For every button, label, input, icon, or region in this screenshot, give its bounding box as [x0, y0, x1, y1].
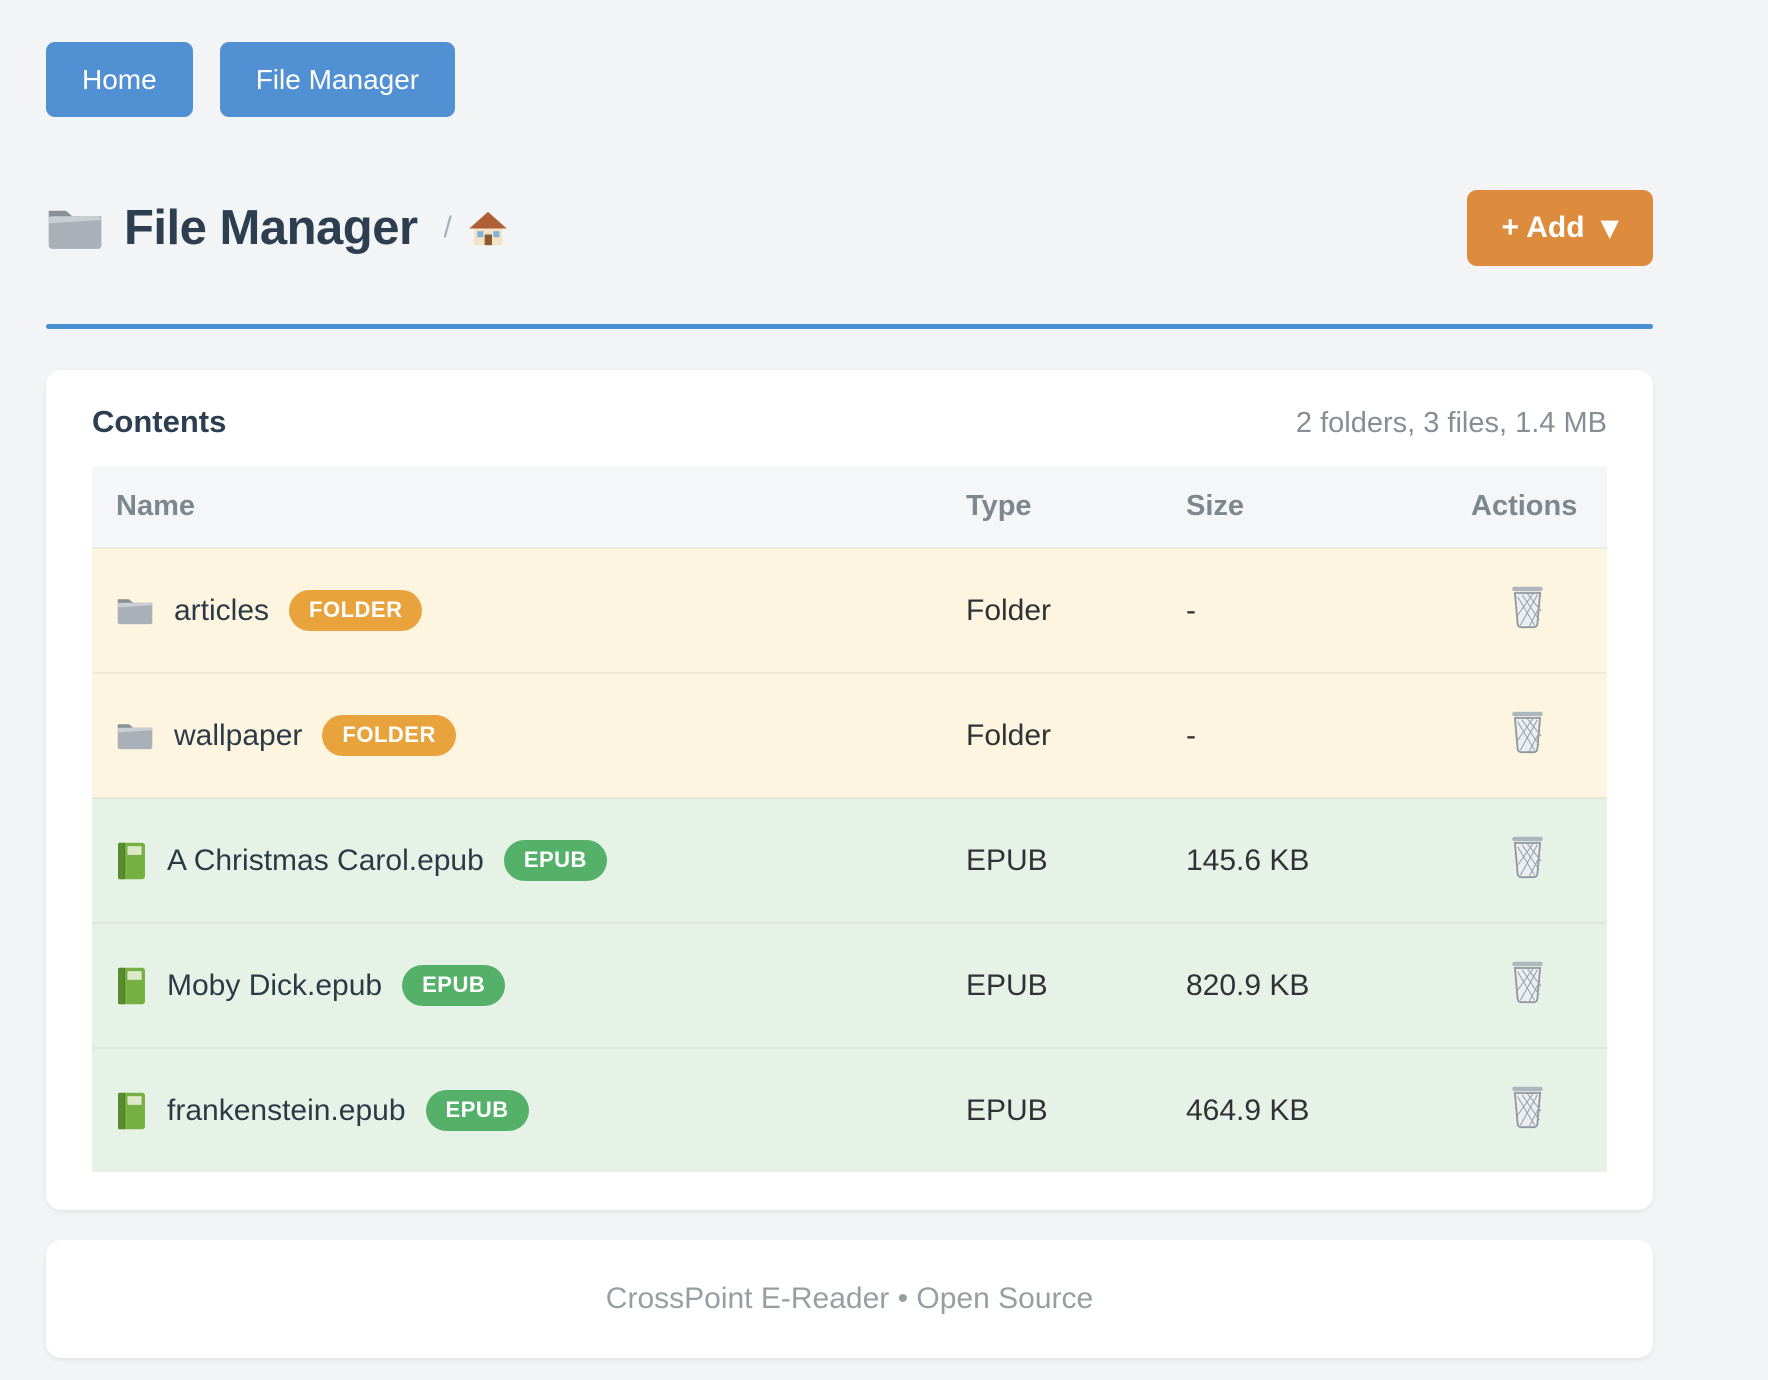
file-size: -: [1162, 672, 1447, 798]
file-name[interactable]: wallpaper: [174, 718, 303, 752]
file-name[interactable]: Moby Dick.epub: [167, 968, 383, 1002]
folder-icon: [116, 720, 154, 751]
contents-card: Contents 2 folders, 3 files, 1.4 MB Name…: [46, 370, 1653, 1210]
delete-button[interactable]: [1509, 1084, 1546, 1132]
add-button-label: + Add: [1501, 211, 1585, 244]
delete-button[interactable]: [1509, 834, 1546, 882]
delete-button[interactable]: [1509, 959, 1546, 1007]
file-name[interactable]: A Christmas Carol.epub: [167, 843, 484, 877]
file-table: Name Type Size Actions articles FOLDER Fol…: [92, 466, 1607, 1172]
table-row: Moby Dick.epub EPUB EPUB 820.9 KB: [92, 922, 1607, 1048]
contents-card-header: Contents 2 folders, 3 files, 1.4 MB: [92, 404, 1607, 440]
type-badge: FOLDER: [289, 590, 423, 631]
contents-summary: 2 folders, 3 files, 1.4 MB: [1295, 407, 1607, 439]
file-type: Folder: [942, 547, 1162, 673]
file-type: EPUB: [942, 1047, 1162, 1172]
header-divider: [46, 324, 1653, 329]
file-type: Folder: [942, 672, 1162, 798]
folder-icon: [46, 204, 104, 252]
table-header-row: Name Type Size Actions: [92, 466, 1607, 548]
file-name[interactable]: articles: [174, 593, 270, 627]
book-icon: [116, 966, 147, 1006]
page-header: File Manager / + Add ▼: [46, 190, 1653, 266]
home-icon[interactable]: [468, 210, 508, 247]
file-size: 464.9 KB: [1162, 1047, 1447, 1172]
folder-icon: [116, 595, 154, 626]
file-type: EPUB: [942, 922, 1162, 1048]
nav-home-button[interactable]: Home: [46, 42, 193, 117]
table-row: wallpaper FOLDER Folder -: [92, 672, 1607, 798]
trash-icon: [1509, 709, 1546, 757]
file-type: EPUB: [942, 797, 1162, 923]
footer: CrossPoint E-Reader • Open Source: [46, 1240, 1653, 1358]
top-nav: Home File Manager: [46, 42, 1653, 117]
footer-text: CrossPoint E-Reader • Open Source: [605, 1282, 1094, 1315]
file-size: 145.6 KB: [1162, 797, 1447, 923]
table-row: A Christmas Carol.epub EPUB EPUB 145.6 KB: [92, 797, 1607, 923]
add-button[interactable]: + Add ▼: [1467, 190, 1653, 266]
book-icon: [116, 841, 147, 881]
type-badge: EPUB: [425, 1090, 529, 1131]
file-name[interactable]: frankenstein.epub: [167, 1093, 406, 1127]
delete-button[interactable]: [1509, 709, 1546, 757]
chevron-down-icon: ▼: [1600, 214, 1619, 242]
table-row: frankenstein.epub EPUB EPUB 464.9 KB: [92, 1047, 1607, 1172]
breadcrumb-separator: /: [443, 211, 452, 244]
type-badge: EPUB: [402, 965, 506, 1006]
trash-icon: [1509, 1084, 1546, 1132]
book-icon: [116, 1091, 147, 1131]
nav-file-manager-button[interactable]: File Manager: [219, 42, 456, 117]
breadcrumb: /: [444, 210, 508, 247]
page-title: File Manager: [124, 201, 418, 255]
file-size: 820.9 KB: [1162, 922, 1447, 1048]
delete-button[interactable]: [1509, 584, 1546, 632]
trash-icon: [1509, 584, 1546, 632]
trash-icon: [1509, 834, 1546, 882]
column-header-actions: Actions: [1447, 466, 1607, 548]
column-header-size: Size: [1162, 466, 1447, 548]
trash-icon: [1509, 959, 1546, 1007]
type-badge: EPUB: [503, 840, 607, 881]
file-size: -: [1162, 547, 1447, 673]
column-header-name: Name: [92, 466, 942, 548]
table-row: articles FOLDER Folder -: [92, 547, 1607, 673]
title-group: File Manager /: [46, 200, 508, 256]
column-header-type: Type: [942, 466, 1162, 548]
contents-title: Contents: [92, 404, 227, 439]
type-badge: FOLDER: [322, 715, 456, 756]
